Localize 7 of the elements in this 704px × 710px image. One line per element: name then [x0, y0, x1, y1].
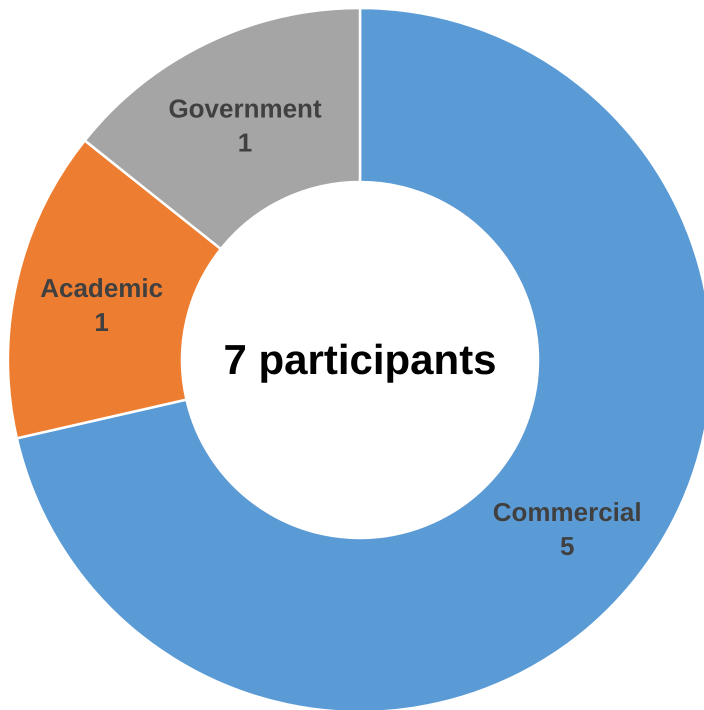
slice-label: Government: [168, 93, 322, 124]
data-label: 1: [94, 307, 109, 338]
slice-label: Academic: [40, 273, 164, 304]
data-label: 5: [560, 531, 574, 562]
text: 7 participants: [223, 336, 497, 383]
data-label: 1: [238, 127, 252, 158]
slice-label: Commercial: [492, 497, 642, 528]
